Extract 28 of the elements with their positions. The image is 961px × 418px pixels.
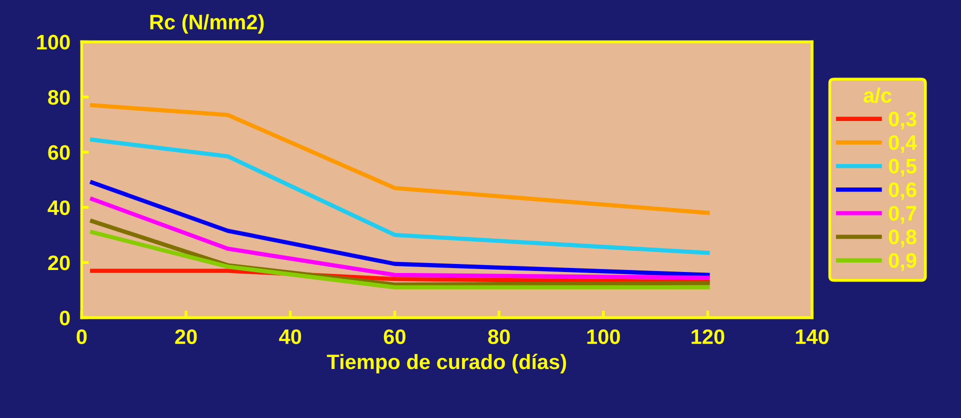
x-tick-label: 140: [796, 329, 829, 344]
y-tick-label: 40: [48, 200, 70, 216]
legend-label: 0,6: [888, 182, 916, 200]
x-tick-label: 120: [692, 329, 724, 344]
y-tick-label: 80: [48, 90, 70, 105]
y-tick-label: 0: [60, 310, 70, 326]
x-tick-label: 40: [279, 329, 302, 344]
legend-label: 0,8: [888, 230, 916, 248]
legend-label: 0,3: [888, 112, 916, 130]
line-series: [90, 103, 710, 215]
legend-label: 0,9: [888, 253, 916, 271]
legend-label: 0,7: [888, 206, 916, 224]
x-tick-label: 100: [587, 329, 620, 344]
line-series: [90, 196, 710, 280]
y-tick-label: 60: [48, 145, 70, 160]
y-tick-label: 100: [37, 34, 70, 50]
x-tick-label: 80: [488, 329, 510, 344]
y-tick-label: 20: [48, 256, 70, 270]
line-series: [90, 180, 710, 278]
x-tick-label: 0: [76, 329, 87, 344]
legend-label: 0,4: [888, 135, 917, 153]
legend-label: 0,5: [888, 158, 916, 177]
x-tick-label: 60: [384, 329, 406, 344]
line-series: [90, 138, 710, 255]
legend-title: a/c: [864, 87, 892, 103]
y-axis-title: Rc (N/mm2): [150, 14, 264, 34]
x-tick-label: 20: [175, 329, 197, 344]
x-axis-title: Tiempo de curado (días): [326, 354, 566, 374]
